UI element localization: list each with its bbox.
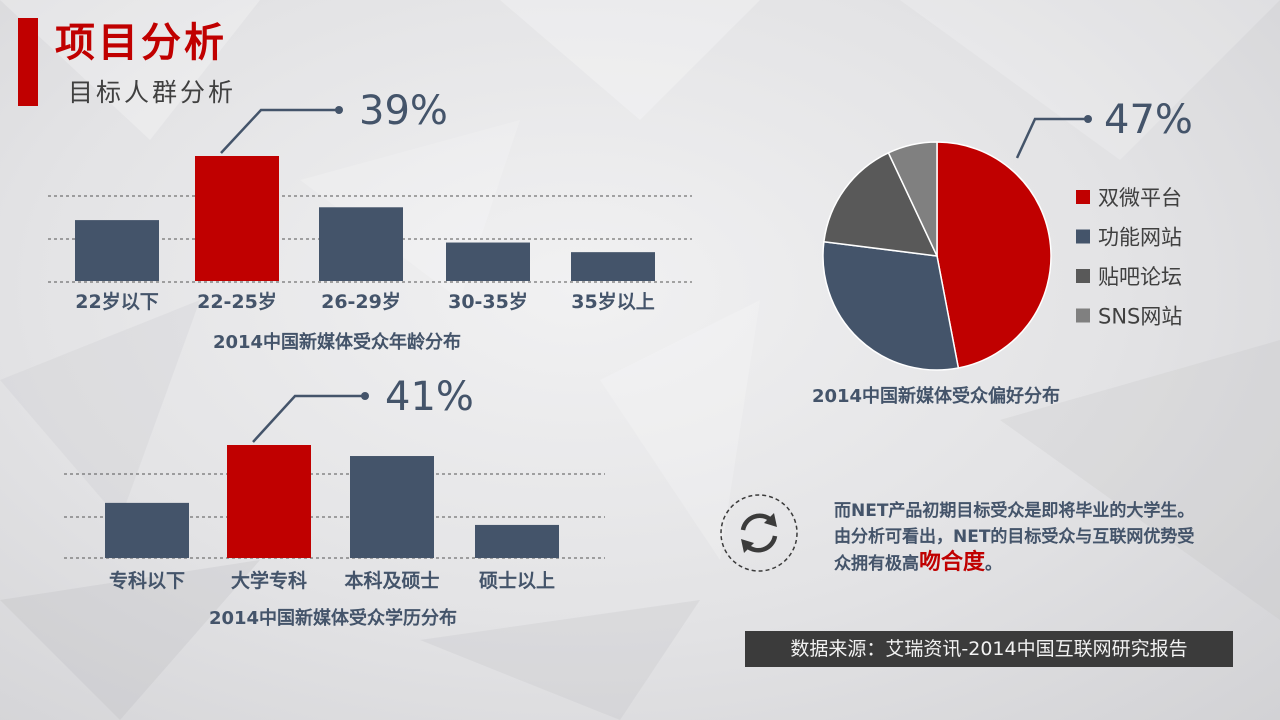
edu-callout-line: [252, 394, 365, 443]
age-category-label: 26-29岁: [321, 290, 401, 313]
pie-chart-title: 2014中国新媒体受众偏好分布: [812, 385, 1060, 407]
age-callout-value: 39%: [359, 88, 448, 134]
edu-bar: [227, 445, 311, 558]
edu-bar: [475, 524, 559, 558]
pie-callout-line: [1015, 117, 1088, 159]
edu-category-label: 硕士以上: [479, 570, 555, 592]
edu-bar: [350, 456, 434, 558]
page-subtitle: 目标人群分析: [68, 78, 237, 107]
data-source-label: 数据来源：艾瑞资讯-2014中国互联网研究报告: [745, 631, 1233, 667]
legend-label: SNS网站: [1098, 305, 1182, 329]
legend-swatch: [1076, 229, 1090, 244]
age-bar: [195, 156, 279, 281]
pie-slice: [936, 141, 1052, 369]
edu-category-label: 专科以下: [109, 569, 185, 592]
pie-slice: [887, 141, 938, 257]
pie-slice: [823, 151, 939, 257]
legend-swatch: [1076, 269, 1090, 283]
page-title: 项目分析: [55, 20, 227, 66]
edu-callout-dot: [361, 392, 369, 400]
legend-swatch: [1076, 308, 1090, 323]
legend-label: 贴吧论坛: [1098, 265, 1182, 289]
note-end: 。: [985, 554, 1003, 574]
age-category-label: 22岁以下: [75, 290, 158, 313]
edu-bar: [105, 502, 189, 558]
note-text: 而NET产品初期目标受众是即将毕业的大学生。由分析可看出，NET的目标受众与互联…: [834, 501, 1195, 574]
age-callout-dot: [335, 106, 343, 114]
title-accent-bar: [18, 18, 38, 106]
age-callout-line: [220, 108, 339, 154]
refresh-icon: [720, 494, 798, 572]
legend-swatch: [1076, 190, 1090, 204]
age-category-label: 30-35岁: [448, 290, 528, 313]
pie-slice: [822, 240, 960, 371]
edu-category-label: 本科及硕士: [344, 569, 439, 592]
conclusion-note: 而NET产品初期目标受众是即将毕业的大学生。由分析可看出，NET的目标受众与互联…: [834, 498, 1206, 577]
edu-chart-title: 2014中国新媒体受众学历分布: [209, 607, 457, 629]
age-bar: [446, 242, 530, 281]
edu-callout-value: 41%: [385, 374, 474, 420]
pie-callout-dot: [1084, 115, 1092, 123]
age-bar: [571, 252, 655, 281]
age-chart-title: 2014中国新媒体受众年龄分布: [213, 331, 461, 353]
legend-label: 功能网站: [1098, 226, 1182, 250]
legend-label: 双微平台: [1098, 186, 1182, 210]
age-bar: [75, 220, 159, 281]
edu-category-label: 大学专科: [231, 569, 307, 592]
age-bar: [319, 207, 403, 281]
age-category-label: 22-25岁: [197, 290, 277, 313]
age-category-label: 35岁以上: [571, 290, 654, 313]
pie-callout-value: 47%: [1104, 97, 1193, 143]
note-highlight: 吻合度: [919, 550, 986, 575]
